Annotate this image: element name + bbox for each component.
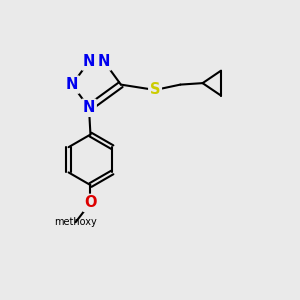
Text: N: N [83, 54, 95, 69]
Text: N: N [98, 54, 110, 69]
Text: S: S [150, 82, 160, 98]
Text: O: O [84, 195, 97, 210]
Text: methoxy: methoxy [54, 217, 97, 227]
Text: N: N [83, 100, 95, 115]
Text: N: N [66, 77, 78, 92]
